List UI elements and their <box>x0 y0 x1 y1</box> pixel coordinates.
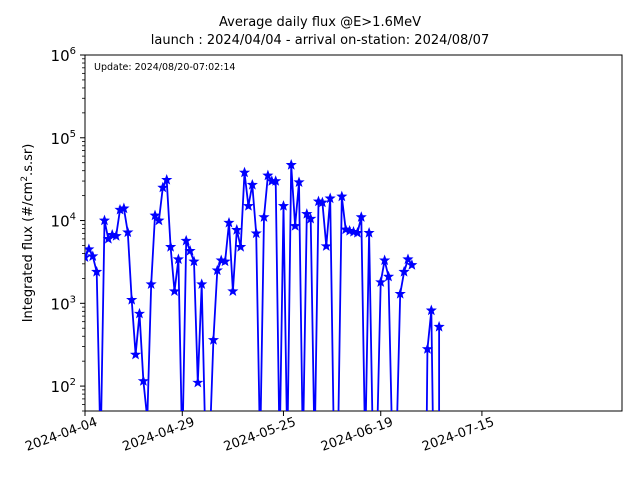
data-point <box>324 192 336 204</box>
data-point <box>196 278 208 290</box>
data-point <box>402 253 414 265</box>
data-point <box>258 211 270 222</box>
data-point <box>375 276 387 287</box>
data-point <box>425 304 437 316</box>
data-point <box>126 294 138 305</box>
data-point <box>180 234 192 246</box>
y-axis-label-part: .s.sr) <box>21 144 36 176</box>
y-tick-label: 104 <box>51 212 76 231</box>
x-tick-label: 2024-04-04 <box>23 415 99 455</box>
data-point <box>188 255 200 267</box>
data-point <box>165 241 177 252</box>
data-point <box>250 227 262 239</box>
data-point <box>172 253 184 265</box>
data-point <box>168 285 181 297</box>
series-layer <box>85 159 445 423</box>
data-point <box>235 241 247 252</box>
data-point <box>153 214 165 226</box>
data-point <box>316 196 328 208</box>
y-tick-label: 102 <box>51 377 76 396</box>
data-point <box>293 176 305 187</box>
data-point <box>270 175 282 186</box>
chart-subtitle: launch : 2024/04/04 - arrival on-station… <box>150 33 490 48</box>
data-point <box>211 264 223 276</box>
data-point <box>122 226 134 238</box>
data-point <box>289 220 301 231</box>
data-point <box>87 250 99 261</box>
data-point <box>85 251 91 262</box>
data-point <box>285 159 297 170</box>
data-point <box>421 343 434 354</box>
y-axis-label-part: Integrated flux (#/cm <box>21 182 36 323</box>
data-point <box>238 166 251 178</box>
x-tick-label: 2024-07-15 <box>420 415 496 455</box>
series-group <box>85 159 445 423</box>
data-point <box>98 214 110 226</box>
data-point <box>351 227 363 238</box>
data-point <box>184 245 196 256</box>
data-point <box>383 270 395 282</box>
series-line-tail <box>425 310 441 411</box>
data-point <box>149 209 161 221</box>
data-point <box>137 375 149 386</box>
data-point <box>433 320 445 332</box>
axes-layer: 102 103 104 105 106 2024-04-04 2024-04-29 2024-… <box>23 46 623 455</box>
data-point <box>301 208 313 219</box>
data-point <box>133 307 146 319</box>
data-point <box>277 200 290 211</box>
data-point <box>192 376 204 388</box>
data-point <box>207 334 220 345</box>
y-axis-label-sup: 2 <box>20 176 30 182</box>
data-point <box>85 243 95 255</box>
data-point <box>242 200 255 211</box>
data-point <box>118 202 130 214</box>
y-tick-label: 106 <box>51 46 76 65</box>
data-point <box>305 212 317 224</box>
data-point <box>406 259 418 270</box>
y-axis-label: Integrated flux (#/cm2.s.sr) <box>20 144 36 323</box>
data-point <box>129 348 142 360</box>
data-point <box>91 265 103 277</box>
data-point <box>379 254 391 266</box>
data-point <box>398 265 410 277</box>
x-tick-label: 2024-04-29 <box>121 415 197 455</box>
data-point <box>320 240 332 251</box>
x-tick-label: 2024-06-19 <box>319 415 395 455</box>
data-point <box>246 178 258 190</box>
data-point <box>143 414 153 423</box>
data-point <box>219 255 231 267</box>
data-point <box>363 227 375 238</box>
data-point <box>145 278 157 290</box>
data-point <box>394 288 406 299</box>
data-point <box>262 169 274 181</box>
update-annotation: Update: 2024/08/20-07:02:14 <box>94 62 236 73</box>
data-point <box>227 285 239 297</box>
data-point <box>223 216 235 228</box>
data-point <box>336 190 348 202</box>
data-point <box>161 174 173 185</box>
data-point <box>231 224 243 235</box>
x-tick-label: 2024-05-25 <box>222 415 298 455</box>
chart-title: Average daily flux @E>1.6MeV <box>219 15 421 30</box>
y-tick-label: 103 <box>51 294 76 313</box>
data-point <box>110 230 122 241</box>
data-point <box>157 181 169 193</box>
data-point <box>355 211 367 222</box>
y-tick-label: 105 <box>51 129 76 148</box>
